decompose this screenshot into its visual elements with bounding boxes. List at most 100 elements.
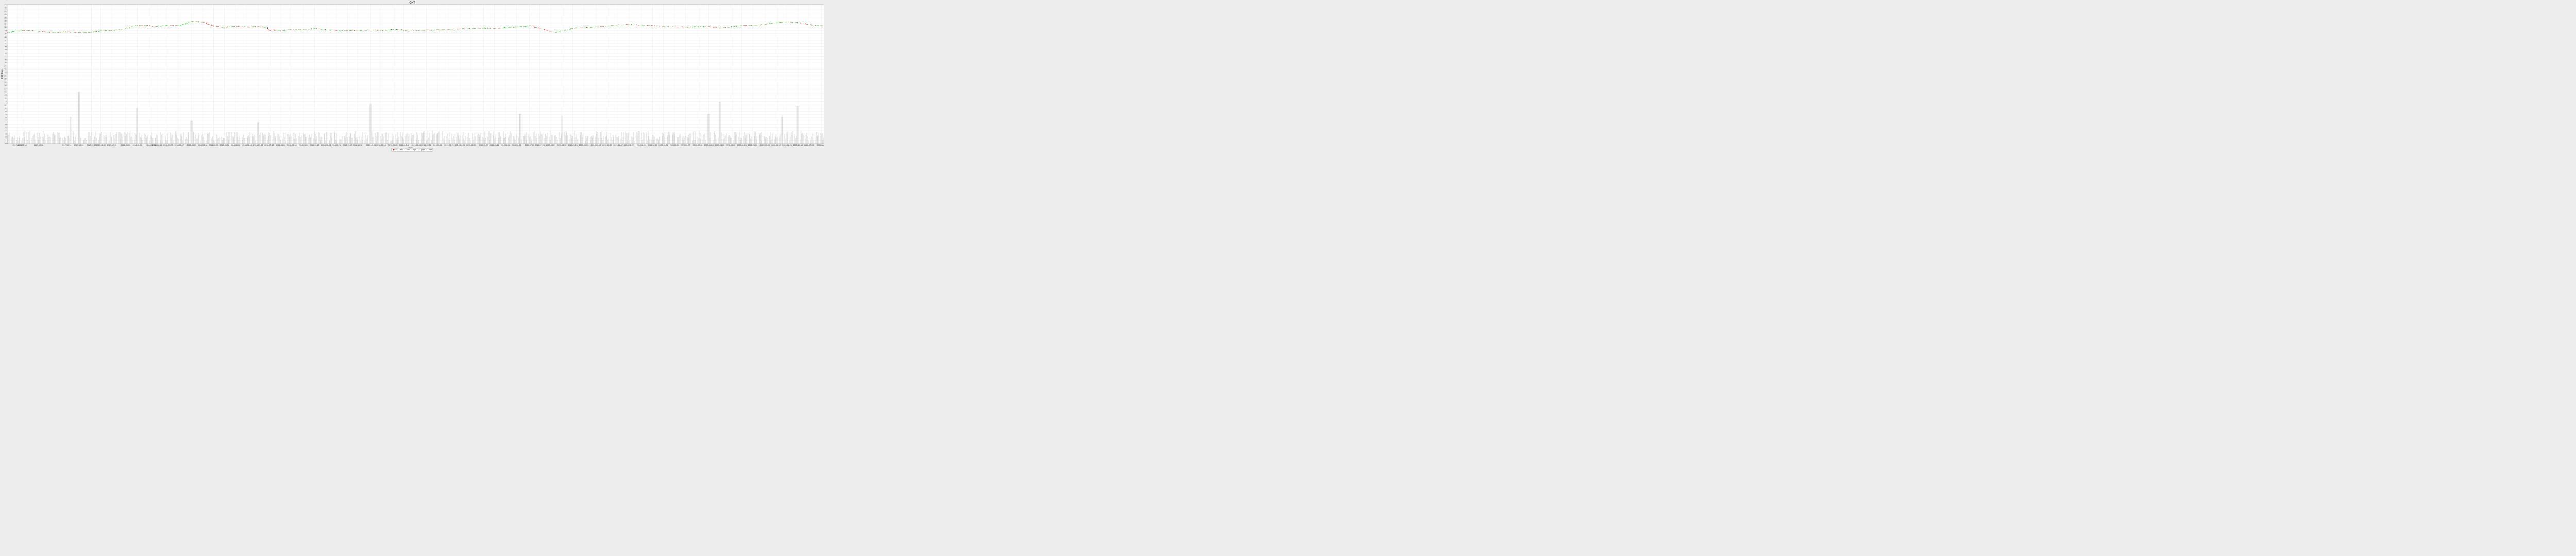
volume-bar xyxy=(541,134,543,144)
volume-bar xyxy=(551,135,552,144)
legend-box xyxy=(391,148,433,152)
volume-bar xyxy=(9,132,10,144)
volume-bar xyxy=(386,133,387,144)
volume-bar xyxy=(262,133,263,144)
candle-body xyxy=(677,27,679,28)
candle-body xyxy=(771,23,772,24)
volume-bar xyxy=(622,140,623,144)
volume-bar xyxy=(340,140,341,144)
volume-bar xyxy=(49,137,50,144)
candle-body xyxy=(574,28,575,29)
volume-bar xyxy=(161,135,162,144)
candle-body xyxy=(147,25,148,26)
volume-bar xyxy=(232,136,233,144)
y-tick-label: 1 xyxy=(6,140,7,142)
volume-bar xyxy=(683,140,684,144)
y-tick-label: 13 xyxy=(5,101,7,103)
volume-bar xyxy=(90,136,91,144)
candle-body xyxy=(673,27,674,28)
volume-bar xyxy=(569,139,570,144)
y-tick-label: 43 xyxy=(5,4,7,6)
volume-bar xyxy=(673,133,674,144)
volume-bar xyxy=(290,134,291,144)
volume-bar xyxy=(434,133,435,144)
y-tick-label: 19 xyxy=(5,81,7,83)
volume-bar xyxy=(720,102,721,144)
y-axis-label: EOD Data xyxy=(1,69,3,79)
volume-bar xyxy=(279,136,280,144)
x-tick-label: 2019-09-06 xyxy=(568,144,577,146)
y-tick-label: 15 xyxy=(5,94,7,96)
volume-bar xyxy=(621,132,622,144)
x-tick-label: 2018-05-18 xyxy=(220,144,229,146)
x-tick-label: 2018-11-02 xyxy=(343,144,352,146)
volume-bar xyxy=(354,134,355,144)
candle-body xyxy=(137,25,138,26)
candle-body xyxy=(57,32,58,33)
y-tick-label: 16 xyxy=(5,91,7,93)
x-tick-label: 2019-06-06 xyxy=(501,144,510,146)
y-tick-label: 7 xyxy=(6,120,7,122)
volume-bar xyxy=(11,138,12,144)
y-tick-label: 31 xyxy=(5,43,7,45)
volume-bar xyxy=(98,140,99,144)
x-tick-label: 2019-08-07 xyxy=(546,144,555,146)
candle-body xyxy=(53,32,54,33)
volume-bar xyxy=(818,134,819,144)
x-tick-label: 2018-11-16 xyxy=(353,144,362,146)
x-axis-label: Time xyxy=(408,147,413,149)
y-tick-label: 20 xyxy=(5,78,7,80)
volume-bar xyxy=(462,135,463,144)
plot-border xyxy=(7,4,824,144)
candle-body xyxy=(731,26,732,27)
candle-body xyxy=(535,27,536,28)
candle-body xyxy=(267,27,268,29)
volume-bar xyxy=(35,140,36,144)
volume-bar xyxy=(55,135,56,144)
candle-body xyxy=(591,27,592,28)
volume-bar xyxy=(218,138,219,144)
volume-bar xyxy=(325,140,326,144)
volume-bar xyxy=(407,133,408,144)
volume-bar xyxy=(80,138,81,144)
candle-body xyxy=(641,25,642,26)
candle-body xyxy=(647,25,648,26)
volume-bar xyxy=(182,140,183,144)
y-tick-label: 25 xyxy=(5,62,7,64)
volume-bar xyxy=(438,131,439,144)
volume-bar xyxy=(734,132,735,144)
legend-item-label: High xyxy=(413,149,416,151)
volume-bar xyxy=(144,133,145,144)
volume-bar xyxy=(360,141,361,144)
volume-bar xyxy=(105,135,106,144)
volume-bar xyxy=(413,135,414,144)
volume-bar xyxy=(270,135,271,144)
volume-bar xyxy=(309,135,310,144)
volume-bar xyxy=(167,133,168,144)
volume-bar xyxy=(157,135,158,144)
y-tick-label: 30 xyxy=(5,46,7,48)
x-tick-label: 2019-08-22 xyxy=(557,144,566,146)
x-tick-label: 2020-07-10 xyxy=(793,144,803,146)
volume-bar xyxy=(197,138,198,144)
volume-bar xyxy=(32,136,33,144)
volume-bar xyxy=(518,138,519,144)
candle-body xyxy=(744,25,745,26)
volume-bar xyxy=(370,104,371,144)
x-tick-label: 2020-03-10 xyxy=(704,144,713,146)
volume-bar xyxy=(298,136,299,144)
x-tick-label: 2017-11-17 xyxy=(87,144,96,146)
candle-body xyxy=(474,28,475,29)
x-tick-label: 2020-06-10 xyxy=(771,144,781,146)
y-tick-label: 3 xyxy=(6,133,7,135)
volume-bar xyxy=(544,138,545,144)
candle-body xyxy=(572,28,573,29)
volume-bar xyxy=(352,138,353,144)
x-tick-label: 2019-03-05 xyxy=(433,144,442,146)
candle-body xyxy=(786,22,787,23)
volume-bar xyxy=(468,133,469,144)
y-tick-label: 2 xyxy=(6,136,7,138)
candle-body xyxy=(28,30,29,31)
x-tick-label: 2019-01-03 xyxy=(388,144,397,146)
candle-body xyxy=(473,28,474,29)
